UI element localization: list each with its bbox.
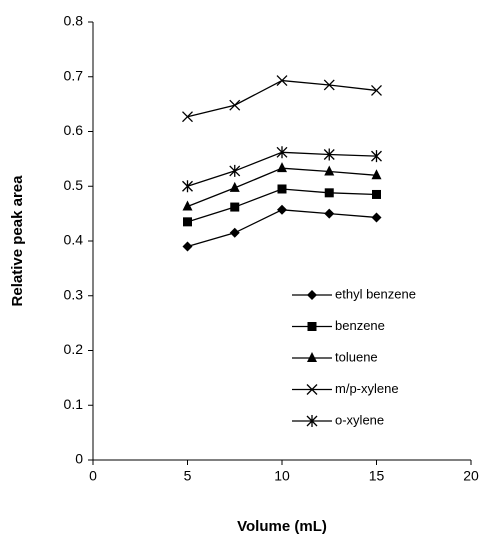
- x-axis-title: Volume (mL): [237, 518, 327, 535]
- marker: [323, 148, 335, 161]
- marker: [229, 164, 241, 177]
- marker: [183, 217, 192, 227]
- y-tick-label: 0.3: [64, 286, 84, 302]
- marker: [277, 162, 287, 173]
- y-tick-label: 0.1: [64, 396, 84, 412]
- legend-label: m/p-xylene: [335, 381, 399, 396]
- series-line: [187, 209, 377, 248]
- marker: [371, 212, 382, 223]
- marker: [277, 184, 287, 194]
- marker: [229, 181, 240, 192]
- marker: [229, 227, 240, 238]
- marker: [276, 75, 288, 87]
- y-tick-label: 0.4: [64, 232, 84, 248]
- marker: [371, 169, 382, 180]
- marker: [371, 150, 382, 163]
- marker: [277, 204, 287, 215]
- marker: [229, 99, 241, 111]
- legend-marker: [306, 384, 318, 395]
- y-tick-label: 0: [75, 451, 83, 467]
- y-tick-label: 0.7: [64, 67, 84, 83]
- y-tick-label: 0.2: [64, 341, 84, 357]
- marker: [324, 165, 335, 176]
- x-tick-label: 20: [463, 468, 479, 484]
- marker: [182, 180, 193, 193]
- legend-label: benzene: [335, 318, 385, 333]
- marker: [182, 111, 193, 123]
- series-line: [187, 79, 377, 118]
- legend-marker: [307, 352, 317, 362]
- y-axis-title: Relative peak area: [9, 175, 26, 307]
- legend-label: toluene: [335, 349, 378, 364]
- marker: [324, 188, 334, 198]
- marker: [323, 79, 335, 91]
- y-tick-label: 0.8: [64, 13, 84, 29]
- marker: [371, 84, 382, 96]
- marker: [182, 241, 193, 252]
- legend-label: ethyl benzene: [335, 286, 416, 301]
- x-tick-label: 15: [369, 468, 385, 484]
- x-tick-label: 5: [184, 468, 192, 484]
- x-tick-label: 10: [274, 468, 290, 484]
- marker: [276, 146, 288, 159]
- legend-marker: [307, 322, 317, 331]
- marker: [372, 189, 381, 199]
- y-tick-label: 0.6: [64, 122, 84, 138]
- legend-marker: [307, 290, 317, 300]
- marker: [324, 208, 335, 219]
- legend-marker: [306, 415, 318, 427]
- x-tick-label: 0: [89, 468, 97, 484]
- marker: [230, 202, 240, 212]
- marker: [182, 200, 193, 211]
- y-tick-label: 0.5: [64, 177, 84, 193]
- legend-label: o-xylene: [335, 412, 384, 427]
